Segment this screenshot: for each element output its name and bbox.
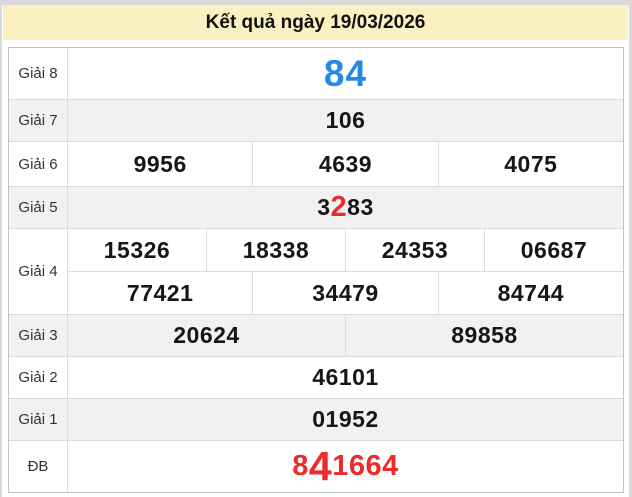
results-header: Kết quả ngày 19/03/2026 [3, 5, 628, 40]
prize-label: Giải 1 [9, 399, 68, 440]
prize-number: 106 [325, 107, 366, 133]
prize-number-special: 8 4 1664 [68, 441, 623, 492]
prize-label: Giải 7 [9, 100, 68, 141]
table-row-db: ĐB 8 4 1664 [9, 441, 623, 492]
prize-number: 15326 [68, 229, 207, 271]
digit-group: 83 [347, 194, 374, 220]
frame-border-top [0, 0, 632, 5]
prize-number: 34479 [253, 272, 439, 314]
table-row-giai-7: Giải 7 106 [9, 100, 623, 142]
frame-border-left [0, 0, 2, 497]
digit-group: 1664 [332, 450, 399, 482]
prize-label: Giải 2 [9, 357, 68, 398]
prize-label: Giải 5 [9, 187, 68, 228]
results-title: Kết quả ngày 19/03/2026 [205, 11, 426, 33]
prize-number: 9956 [68, 142, 254, 186]
frame-border-right [629, 0, 632, 497]
table-row-giai-3: Giải 3 20624 89858 [9, 315, 623, 357]
prize-number: 18338 [207, 229, 346, 271]
prize-number: 46101 [312, 364, 379, 390]
prize-number: 77421 [68, 272, 254, 314]
table-row-giai-2: Giải 2 46101 [9, 357, 623, 399]
table-row-giai-5: Giải 5 3 2 83 [9, 187, 623, 229]
prize-label: Giải 8 [9, 48, 68, 99]
prize-number: 20624 [68, 315, 346, 356]
prize-label: ĐB [9, 441, 68, 492]
prize-number: 4075 [504, 150, 558, 177]
prize-number: 01952 [312, 406, 379, 432]
prize-label: Giải 3 [9, 315, 68, 356]
table-row-giai-8: Giải 8 84 [9, 48, 623, 100]
prize-number: 4639 [253, 142, 439, 186]
prize-number: 06687 [520, 236, 588, 263]
results-table: Giải 8 84 Giải 7 106 Giải 6 9956 4639 40… [8, 47, 624, 493]
prize-number: 24353 [346, 229, 485, 271]
table-row-giai-4: Giải 4 15326 18338 24353 06687 77421 344… [9, 229, 623, 315]
highlighted-digit: 2 [330, 191, 348, 223]
prize-number: 3 2 83 [68, 187, 623, 228]
digit-group: 8 [292, 450, 309, 482]
table-row-giai-6: Giải 6 9956 4639 4075 [9, 142, 623, 187]
prize-label: Giải 6 [9, 142, 68, 186]
prize-number: 89858 [451, 322, 518, 348]
prize-number: 84 [323, 52, 368, 94]
table-row-giai-1: Giải 1 01952 [9, 399, 623, 441]
prize-label: Giải 4 [9, 229, 68, 314]
prize-number: 84744 [497, 279, 565, 306]
enlarged-digit: 4 [308, 443, 333, 489]
digit-group: 3 [317, 194, 331, 220]
